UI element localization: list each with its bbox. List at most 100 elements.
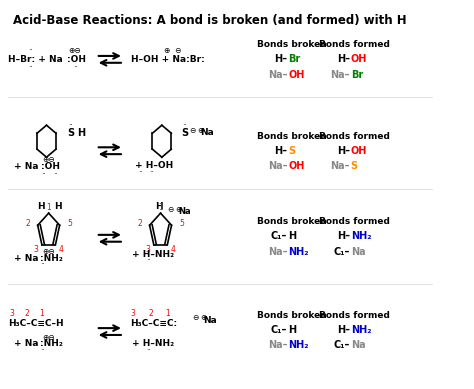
Text: + Na: + Na	[14, 162, 38, 171]
Text: Bonds broken: Bonds broken	[256, 217, 327, 226]
Text: H–: H–	[337, 325, 350, 335]
Text: H: H	[288, 325, 296, 335]
Text: + Na: + Na	[14, 254, 38, 263]
Text: ⊕: ⊕	[175, 205, 182, 214]
Text: ⊕⊖: ⊕⊖	[42, 155, 55, 164]
Text: ⊕⊖: ⊕⊖	[42, 333, 55, 342]
Text: H: H	[288, 231, 296, 241]
Text: 5: 5	[67, 219, 72, 228]
Text: Na: Na	[201, 128, 214, 137]
Text: 4: 4	[59, 245, 64, 254]
Text: OH: OH	[351, 54, 367, 64]
Text: + H–NH₂: + H–NH₂	[132, 339, 174, 348]
Text: C₁–: C₁–	[333, 340, 350, 350]
Text: ··: ··	[73, 63, 78, 72]
Text: ⊕: ⊕	[197, 126, 203, 135]
Text: 2: 2	[137, 219, 142, 228]
Text: ··: ··	[41, 170, 46, 179]
Text: :OH: :OH	[67, 55, 86, 64]
Text: ⊖: ⊖	[167, 205, 174, 214]
Text: ⊕⊖: ⊕⊖	[68, 46, 81, 55]
Text: Br: Br	[288, 54, 300, 64]
Text: + H–OH: + H–OH	[135, 161, 173, 170]
Text: :NH₂: :NH₂	[40, 339, 64, 348]
Text: Bonds broken: Bonds broken	[256, 40, 327, 49]
Text: ··: ··	[40, 260, 45, 270]
Text: ··: ··	[68, 121, 73, 130]
Text: Na–: Na–	[268, 247, 287, 257]
Text: 2: 2	[148, 309, 153, 318]
Text: Na: Na	[351, 340, 365, 350]
Text: OH: OH	[288, 161, 304, 171]
Text: OH: OH	[351, 146, 367, 156]
Text: H–OH + Na:Br:: H–OH + Na:Br:	[131, 55, 205, 64]
Text: 1: 1	[158, 203, 163, 212]
Text: :OH: :OH	[41, 162, 60, 171]
Text: ⊕⊖: ⊕⊖	[42, 247, 55, 256]
Text: NH₂: NH₂	[351, 231, 371, 241]
Text: H–: H–	[274, 54, 287, 64]
Text: Na–: Na–	[330, 70, 350, 80]
Text: Na: Na	[179, 207, 191, 216]
Text: 1: 1	[40, 309, 45, 318]
Text: H–Br: + Na: H–Br: + Na	[9, 55, 63, 64]
Text: 4: 4	[171, 245, 176, 254]
Text: Na–: Na–	[268, 161, 287, 171]
Text: ··: ··	[182, 121, 187, 130]
Text: ··: ··	[53, 170, 58, 179]
Text: H–: H–	[337, 54, 350, 64]
Text: ··: ··	[28, 47, 33, 56]
Text: + H–NH₂: + H–NH₂	[132, 250, 174, 259]
Text: S: S	[351, 161, 358, 171]
Text: Na: Na	[351, 247, 365, 257]
Text: 3: 3	[131, 309, 136, 318]
Text: NH₂: NH₂	[351, 325, 371, 335]
Text: H₃C–C≡C–H: H₃C–C≡C–H	[9, 319, 64, 328]
Text: NH₂: NH₂	[288, 247, 309, 257]
Text: ··: ··	[146, 257, 151, 266]
Text: 3: 3	[9, 309, 14, 318]
Text: ··: ··	[149, 168, 154, 177]
Text: S: S	[181, 128, 189, 138]
Text: ⊖: ⊖	[192, 313, 199, 322]
Text: H–: H–	[274, 146, 287, 156]
Text: H–: H–	[337, 146, 350, 156]
Text: Bonds broken: Bonds broken	[256, 311, 327, 320]
Text: ⊕  ⊖: ⊕ ⊖	[164, 47, 182, 56]
Text: ··: ··	[40, 346, 45, 355]
Text: 1: 1	[46, 203, 51, 212]
Text: ⊖: ⊖	[189, 126, 195, 135]
Text: 3: 3	[33, 245, 38, 254]
Text: H–: H–	[337, 231, 350, 241]
Text: Bonds formed: Bonds formed	[319, 217, 390, 226]
Text: 5: 5	[179, 219, 184, 228]
Text: ··: ··	[138, 168, 143, 177]
Text: H₃C–C≡C:: H₃C–C≡C:	[130, 319, 177, 328]
Text: H: H	[77, 128, 85, 138]
Text: Bonds formed: Bonds formed	[319, 311, 390, 320]
Text: 3: 3	[145, 245, 150, 254]
Text: :NH₂: :NH₂	[40, 254, 64, 263]
Text: 2: 2	[25, 309, 30, 318]
Text: Na–: Na–	[268, 340, 287, 350]
Text: C₁–: C₁–	[333, 247, 350, 257]
Text: + Na: + Na	[14, 339, 38, 348]
Text: Bonds broken: Bonds broken	[256, 132, 327, 141]
Text: Na–: Na–	[268, 70, 287, 80]
Text: ··: ··	[28, 63, 33, 72]
Text: Bonds formed: Bonds formed	[319, 40, 390, 49]
Text: S: S	[288, 146, 295, 156]
Text: 2: 2	[26, 219, 30, 228]
Text: OH: OH	[288, 70, 304, 80]
Text: Bonds formed: Bonds formed	[319, 132, 390, 141]
Text: Br: Br	[351, 70, 363, 80]
Text: H: H	[55, 202, 62, 211]
Text: C₁–: C₁–	[271, 231, 287, 241]
Text: Na–: Na–	[330, 161, 350, 171]
Text: 1: 1	[165, 309, 170, 318]
Text: S: S	[67, 128, 74, 138]
Text: H: H	[37, 202, 45, 211]
Text: H: H	[155, 202, 163, 211]
Text: C₁–: C₁–	[271, 325, 287, 335]
Text: ⊕: ⊕	[200, 313, 206, 322]
